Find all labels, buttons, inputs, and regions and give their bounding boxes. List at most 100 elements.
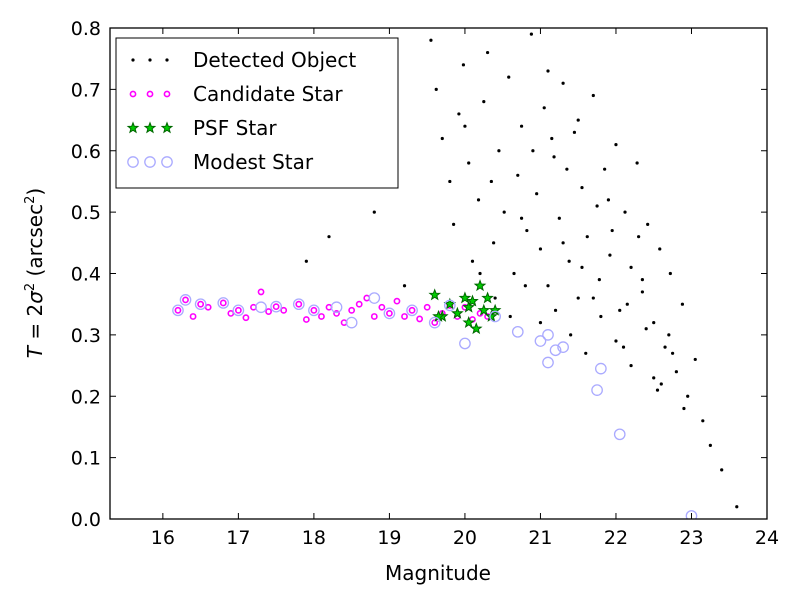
detected-object-point-75 [546,69,550,73]
detected-object-point-46 [663,345,667,349]
legend-candidate-star-point-0 [129,90,137,98]
y-tick-label: 0.1 [71,448,101,470]
modest-star-point-20 [542,329,554,341]
legend: Detected Object Candidate Star PSF Star Mod… [115,37,399,189]
detected-object-point-35 [603,167,607,171]
detected-object-point-70 [591,296,595,300]
candidate-star-point-24 [370,313,378,320]
detected-object-point-43 [646,222,650,226]
detected-object-point-53 [708,443,712,447]
detected-object-point-14 [502,210,506,214]
psf-star-series [428,279,502,335]
detected-object-point-78 [637,235,641,239]
candidate-star-point-15 [302,316,310,323]
detected-object-point-86 [519,216,524,220]
detected-object-point-39 [623,210,627,214]
legend-detected-object-point-2 [165,58,169,62]
detected-object-point-29 [572,130,577,134]
modest-star-point-5 [255,301,267,314]
modest-star-point-9 [330,301,343,314]
modest-star-point-7 [292,298,305,311]
candidate-star-point-17 [318,313,325,320]
modest-star-point-2 [194,298,207,311]
legend-entry-detected-object: Detected Object [131,48,356,72]
legend-candidate-star-point-2 [163,90,171,98]
detected-object-point-4 [452,222,456,226]
detected-object-point-52 [701,419,705,423]
detected-object-point-74 [531,149,535,153]
modest-star-series [172,292,698,519]
detected-object-point-7 [467,161,471,165]
detected-object-point-76 [576,118,580,122]
detected-object-point-77 [606,198,611,202]
plot-marks [172,32,739,519]
detected-object-point-67 [538,321,543,325]
y-tick-label: 0.8 [71,18,101,40]
candidate-star-point-6 [227,309,235,317]
detected-object-point-2 [440,136,444,141]
detected-object-point-48 [674,370,678,374]
detected-object-point-28 [567,259,571,263]
detected-object-point-91 [671,351,675,355]
detected-object-point-21 [535,192,539,196]
legend-label-psf-star: PSF Star [193,116,277,140]
y-tick-label: 0.7 [71,79,101,101]
detected-object-point-87 [550,136,554,141]
legend-modest-star-point-2 [161,156,173,168]
detected-object-point-36 [608,253,612,257]
detected-object-point-49 [680,302,685,306]
detected-object-point-38 [618,308,622,312]
modest-star-point-27 [685,510,698,519]
detected-object-point-56 [553,308,558,312]
detected-object-point-63 [659,382,663,386]
detected-object-point-19 [525,228,529,233]
detected-object-point-83 [304,259,308,263]
detected-object-point-31 [580,185,584,190]
psf-star-point-9 [477,303,491,316]
modest-star-point-10 [345,316,358,329]
candidate-star-point-16 [310,306,318,314]
detected-object-point-45 [658,247,662,251]
legend-entry-candidate-star: Candidate Star [129,82,343,106]
modest-star-point-18 [511,325,524,338]
modest-star-point-8 [308,304,320,317]
detected-object-point-85 [489,179,493,184]
detected-object-point-41 [635,161,639,165]
detected-object-point-79 [667,333,671,337]
x-tick-label: 23 [679,527,703,549]
x-axis-label: Magnitude [385,561,491,585]
modest-star-point-1 [179,294,192,306]
legend-detected-object-point-0 [131,58,135,62]
y-tick-label: 0.6 [71,141,101,163]
psf-star-point-8 [473,279,487,292]
modest-star-point-4 [232,304,245,317]
modest-star-point-16 [459,337,471,350]
detected-object-point-0 [429,38,433,42]
psf-star-point-7 [469,322,483,335]
detected-object-point-20 [529,32,533,36]
detected-object-point-30 [576,296,580,300]
modest-star-point-12 [383,307,396,320]
candidate-star-point-5 [219,299,227,307]
detected-object-point-65 [508,314,512,319]
psf-star-point-10 [481,291,494,304]
modest-star-point-25 [591,384,603,396]
x-tick-label: 22 [604,527,628,549]
psf-star-point-5 [462,315,475,328]
detected-object-point-9 [476,198,481,202]
detected-object-point-72 [652,376,656,380]
x-tick-label: 16 [151,527,175,549]
detected-object-point-92 [565,167,569,171]
detected-object-point-34 [597,278,601,282]
x-tick-label: 24 [755,527,779,549]
candidate-star-point-1 [182,296,189,304]
detected-object-point-23 [542,106,546,110]
legend-box [115,37,399,189]
detected-object-point-64 [493,296,497,300]
candidate-star-point-29 [408,306,416,314]
candidate-star-point-25 [378,303,386,311]
detected-object-point-15 [507,75,511,79]
detected-object-point-61 [629,363,633,368]
detected-object-point-27 [561,81,565,85]
detected-object-point-3 [448,179,452,184]
